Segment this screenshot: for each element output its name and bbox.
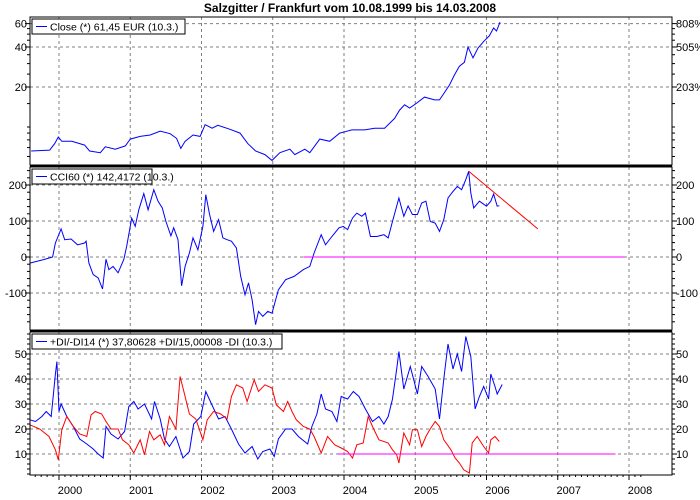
- legend-box: [31, 333, 283, 350]
- series-layer: [29, 22, 625, 474]
- y-tick-label: 40: [15, 374, 27, 386]
- x-tick-label: 2002: [200, 485, 224, 497]
- y-tick-label-right: 808%: [676, 19, 700, 31]
- axes: 20 40 60 203% 505% 808% -100 -100 0 0 100 100 200 200…: [5, 16, 700, 497]
- y-tick-label: 40: [15, 42, 27, 54]
- x-tick-label: 2004: [343, 485, 367, 497]
- series-line-dmi-0: [29, 336, 503, 461]
- y-tick-label: 10: [15, 449, 27, 461]
- y-tick-label: 100: [9, 216, 27, 228]
- y-tick-label-right: 100: [676, 216, 694, 228]
- x-tick-label: 2008: [628, 485, 652, 497]
- x-tick-label: 2001: [129, 485, 153, 497]
- y-tick-label-right: 30: [676, 399, 688, 411]
- legend-label: Close (*) 61,45 EUR (10.3.): [50, 22, 178, 34]
- y-tick-label-right: 20: [676, 424, 688, 436]
- legend-box: [31, 18, 186, 35]
- y-tick-label-right: 10: [676, 449, 688, 461]
- legend-label: CCI60 (*) 142,4172 (10.3.): [50, 172, 174, 184]
- x-tick-label: 2006: [485, 485, 509, 497]
- y-tick-label-right: 505%: [676, 42, 700, 54]
- y-tick-label: 200: [9, 180, 27, 192]
- series-line-cci-1: [468, 170, 539, 230]
- y-tick-label: 50: [15, 349, 27, 361]
- y-tick-label-right: 50: [676, 349, 688, 361]
- x-tick-label: 2005: [414, 485, 438, 497]
- panel-frame: [29, 16, 673, 166]
- series-line-dmi-1: [29, 376, 500, 474]
- y-tick-label: 60: [15, 19, 27, 31]
- y-tick-label: 20: [15, 82, 27, 94]
- legends: Close (*) 61,45 EUR (10.3.) CCI60 (*) 142…: [31, 18, 283, 350]
- chart-title: Salzgitter / Frankfurt vom 10.08.1999 bi…: [204, 1, 496, 15]
- legend-label: +DI/-DI14 (*) 37,80628 +DI/15,00008 -DI …: [50, 337, 272, 349]
- y-tick-label: 0: [21, 252, 27, 264]
- y-tick-label-right: 200: [676, 180, 694, 192]
- x-tick-label: 2000: [58, 485, 82, 497]
- y-tick-label-right: 40: [676, 374, 688, 386]
- y-tick-label-right: -100: [676, 288, 698, 300]
- series-line-cci-0: [29, 171, 500, 325]
- y-tick-label: 20: [15, 424, 27, 436]
- legend-box: [31, 168, 153, 185]
- x-tick-label: 2003: [272, 485, 296, 497]
- y-tick-label-right: 203%: [676, 82, 700, 94]
- y-tick-label: 30: [15, 399, 27, 411]
- y-tick-label-right: 0: [676, 252, 682, 264]
- x-tick-label: 2007: [557, 485, 581, 497]
- series-line-close-0: [31, 22, 501, 162]
- y-tick-label: -100: [5, 288, 27, 300]
